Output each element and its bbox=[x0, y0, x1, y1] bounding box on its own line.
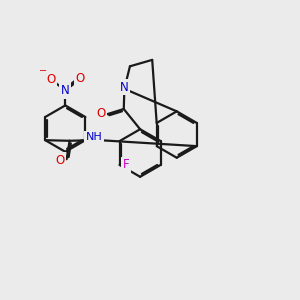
Text: NH: NH bbox=[85, 132, 102, 142]
Text: O: O bbox=[46, 73, 56, 86]
Text: N: N bbox=[61, 84, 70, 97]
Text: O: O bbox=[97, 107, 106, 120]
Text: F: F bbox=[123, 158, 129, 171]
Text: N: N bbox=[120, 81, 129, 94]
Text: O: O bbox=[56, 154, 65, 167]
Text: O: O bbox=[76, 72, 85, 85]
Text: −: − bbox=[39, 66, 47, 76]
